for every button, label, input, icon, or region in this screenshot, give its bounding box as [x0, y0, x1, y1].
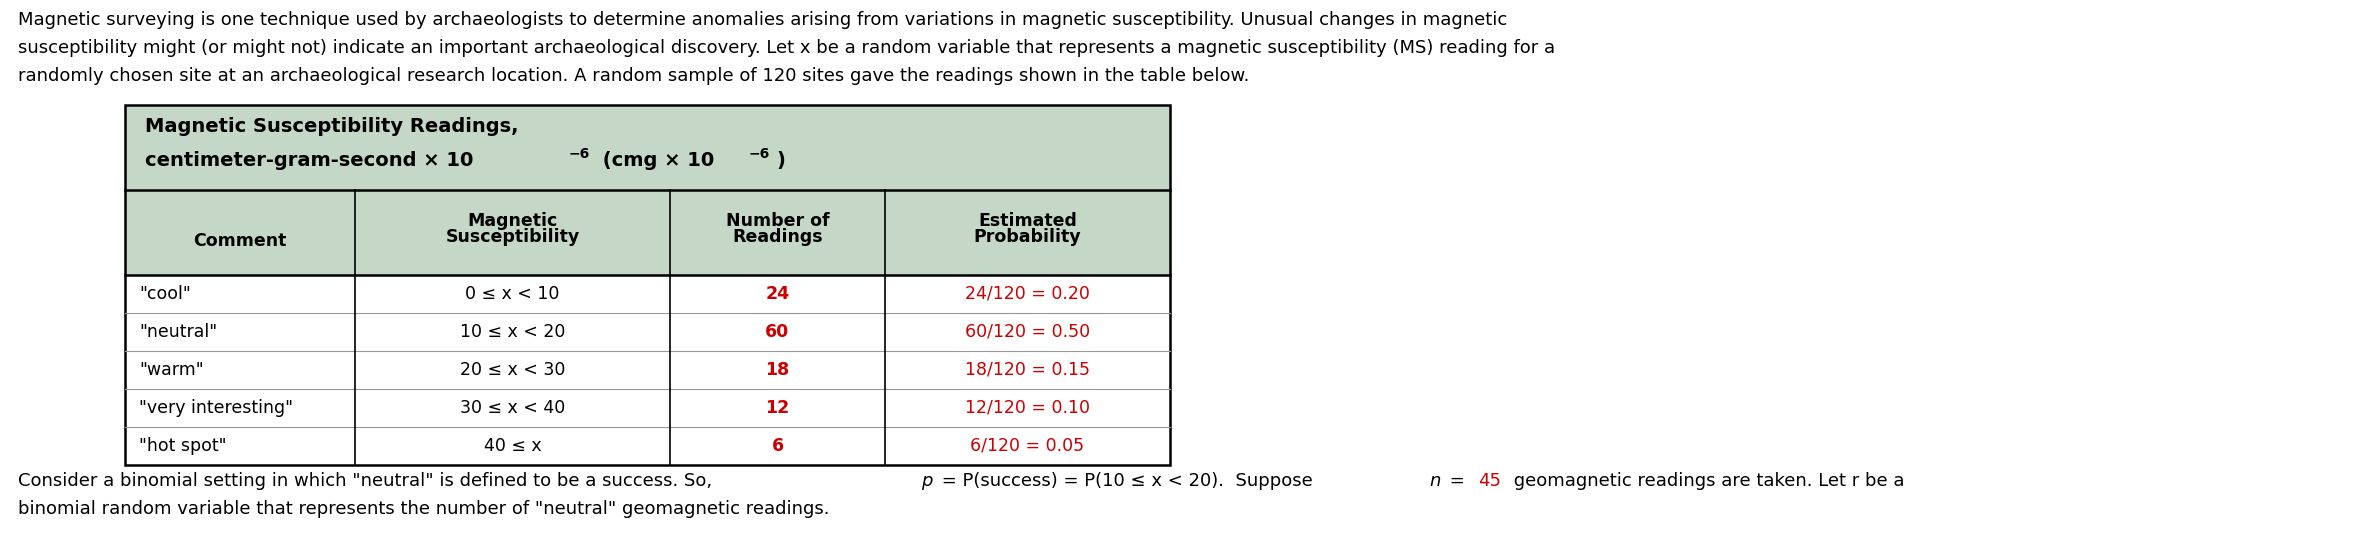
Text: Number of: Number of [725, 212, 828, 231]
Text: −6: −6 [569, 147, 590, 161]
Text: 6/120 = 0.05: 6/120 = 0.05 [970, 437, 1086, 455]
Text: Magnetic: Magnetic [467, 212, 557, 231]
Text: Comment: Comment [194, 231, 286, 250]
Text: Magnetic Susceptibility Readings,: Magnetic Susceptibility Readings, [144, 117, 519, 136]
Bar [125, 190, 1171, 275]
Text: 60: 60 [765, 323, 791, 341]
Bar [125, 105, 1171, 465]
Text: Susceptibility: Susceptibility [446, 228, 581, 246]
Text: 12: 12 [765, 399, 791, 417]
Text: Consider a binomial setting in which "neutral" is defined to be a success. So,: Consider a binomial setting in which "ne… [19, 472, 717, 490]
Text: 0 ≤ x < 10: 0 ≤ x < 10 [465, 285, 559, 303]
Text: susceptibility might (or might not) indicate an important archaeological discove: susceptibility might (or might not) indi… [19, 39, 1555, 57]
Text: n: n [1430, 472, 1440, 490]
Text: Readings: Readings [732, 228, 824, 246]
Text: centimeter-gram-second × 10: centimeter-gram-second × 10 [144, 151, 474, 170]
Text: p: p [920, 472, 932, 490]
Text: 24: 24 [765, 285, 791, 303]
Text: "cool": "cool" [139, 285, 191, 303]
Bar [125, 105, 1171, 465]
Text: "very interesting": "very interesting" [139, 399, 293, 417]
Text: 45: 45 [1477, 472, 1501, 490]
Text: geomagnetic readings are taken. Let r be a: geomagnetic readings are taken. Let r be… [1508, 472, 1905, 490]
Text: 20 ≤ x < 30: 20 ≤ x < 30 [460, 361, 564, 379]
Text: −6: −6 [748, 147, 769, 161]
Text: 18/120 = 0.15: 18/120 = 0.15 [965, 361, 1090, 379]
Text: "warm": "warm" [139, 361, 203, 379]
Text: 30 ≤ x < 40: 30 ≤ x < 40 [460, 399, 564, 417]
Text: 24/120 = 0.20: 24/120 = 0.20 [965, 285, 1090, 303]
Text: "hot spot": "hot spot" [139, 437, 227, 455]
Text: 60/120 = 0.50: 60/120 = 0.50 [965, 323, 1090, 341]
Text: 6: 6 [772, 437, 784, 455]
Text: 10 ≤ x < 20: 10 ≤ x < 20 [460, 323, 564, 341]
Text: Estimated: Estimated [977, 212, 1076, 231]
Text: (cmg × 10: (cmg × 10 [597, 151, 715, 170]
Text: =: = [1444, 472, 1470, 490]
Text: 40 ≤ x: 40 ≤ x [484, 437, 540, 455]
Text: binomial random variable that represents the number of "neutral" geomagnetic rea: binomial random variable that represents… [19, 500, 828, 518]
Text: Magnetic surveying is one technique used by archaeologists to determine anomalie: Magnetic surveying is one technique used… [19, 11, 1508, 29]
Text: = P(success) = P(10 ≤ x < 20).  Suppose: = P(success) = P(10 ≤ x < 20). Suppose [937, 472, 1319, 490]
Text: randomly chosen site at an archaeological research location. A random sample of : randomly chosen site at an archaeologica… [19, 67, 1248, 85]
Text: 18: 18 [765, 361, 791, 379]
Text: Probability: Probability [975, 228, 1081, 246]
Text: "neutral": "neutral" [139, 323, 217, 341]
Text: ): ) [776, 151, 786, 170]
Bar [125, 105, 1171, 190]
Text: 12/120 = 0.10: 12/120 = 0.10 [965, 399, 1090, 417]
